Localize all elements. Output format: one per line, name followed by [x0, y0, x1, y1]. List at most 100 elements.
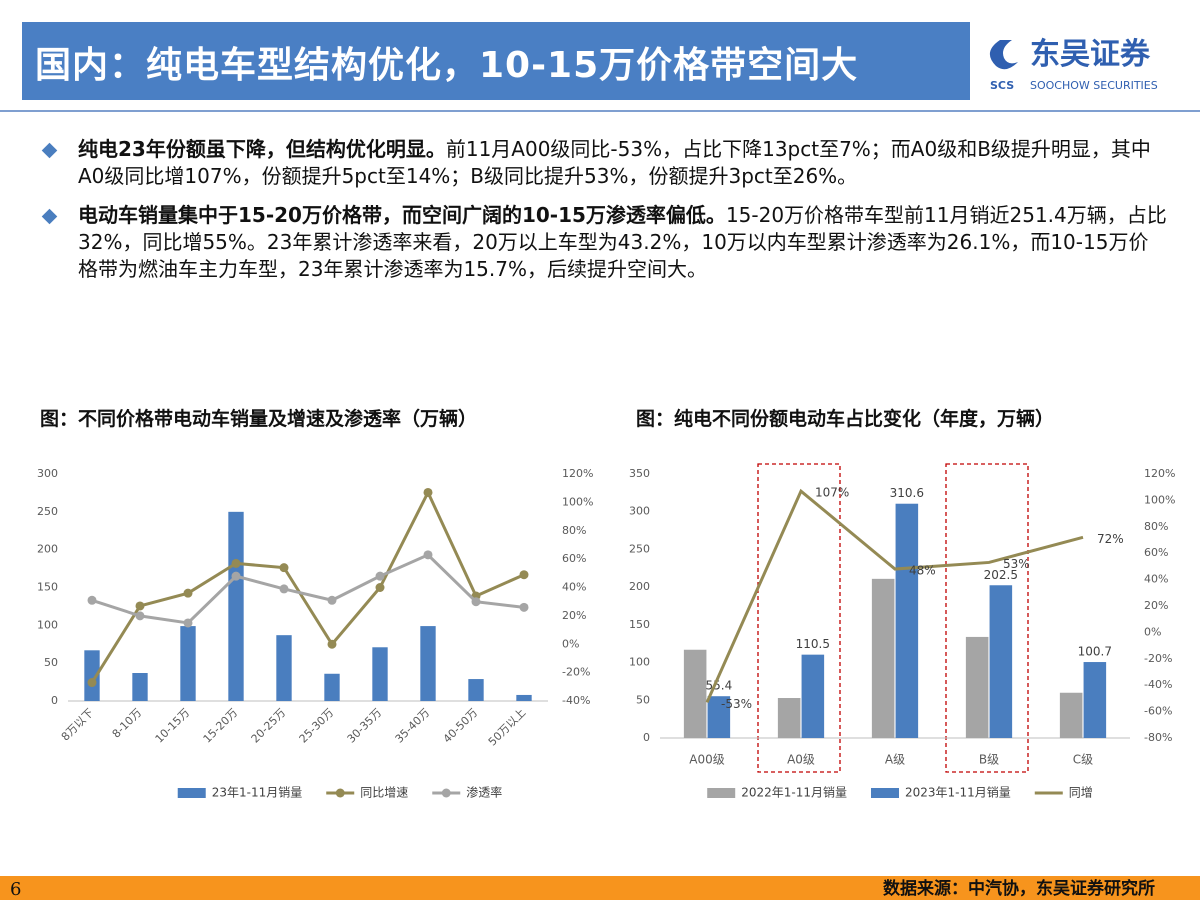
bullet-lead: 纯电23年份额虽下降，但结构优化明显。 [78, 137, 446, 161]
line-marker [183, 588, 193, 598]
y-tick-label: -40% [1144, 678, 1172, 691]
y-tick-label: -20% [562, 666, 590, 679]
bar [989, 585, 1013, 738]
data-label: 100.7 [1078, 645, 1112, 659]
bullet-lead: 电动车销量集中于15-20万价格带，而空间广阔的10-15万渗透率偏低。 [78, 203, 726, 227]
x-tick-label: 10-15万 [153, 706, 193, 746]
line-marker [423, 550, 433, 560]
y-tick-label: 100% [1144, 493, 1175, 506]
line-marker [375, 571, 385, 581]
bar [84, 650, 100, 701]
x-tick-label: A00级 [689, 753, 724, 767]
bar [276, 635, 292, 701]
bar [1059, 692, 1083, 738]
y-tick-label: 20% [1144, 599, 1168, 612]
line-marker [519, 602, 529, 612]
y-tick-label: 100 [629, 656, 650, 669]
bullet: 电动车销量集中于15-20万价格带，而空间广阔的10-15万渗透率偏低。15-2… [78, 202, 1168, 283]
line-marker [231, 558, 241, 568]
y-tick-label: 150 [629, 618, 650, 631]
data-label: 107% [815, 486, 849, 500]
line-marker [87, 678, 97, 688]
line-marker [135, 601, 145, 611]
y-tick-label: 200 [629, 580, 650, 593]
x-tick-label: 8万以下 [59, 706, 96, 743]
data-label: 55.4 [705, 679, 732, 693]
page-number: 6 [10, 879, 21, 900]
data-label: 110.5 [796, 637, 830, 651]
line-marker [231, 571, 241, 581]
data-label: 53% [1003, 557, 1030, 571]
y-tick-label: 20% [562, 609, 586, 622]
bar [468, 679, 484, 701]
bar [228, 511, 244, 701]
legend-label: 2023年1-11月销量 [905, 786, 1011, 800]
legend-label: 2022年1-11月销量 [741, 786, 847, 800]
y-tick-label: 100 [37, 618, 58, 631]
bar [1083, 662, 1107, 738]
y-tick-label: 40% [562, 581, 586, 594]
bar [965, 636, 989, 738]
data-label: 48% [909, 564, 936, 578]
y-tick-label: 150 [37, 581, 58, 594]
bar [420, 626, 436, 701]
x-tick-label: B级 [979, 753, 999, 767]
bar [777, 698, 801, 738]
x-tick-label: 15-20万 [201, 706, 241, 746]
highlight-box [945, 463, 1029, 773]
logo-icon [989, 40, 1018, 70]
chart-title: 图：不同价格带电动车销量及增速及渗透率（万辆） [40, 407, 477, 430]
legend-label: 同增 [1069, 786, 1093, 800]
title-band [22, 22, 970, 100]
y-tick-label: 120% [562, 467, 593, 480]
line-marker [327, 595, 337, 605]
bar [801, 654, 825, 738]
bullet-text: 15-20万价格带车型前11月销近251.4万辆，占比32%，同比增55%。23… [78, 203, 1167, 281]
logo-mark: SCS [990, 79, 1014, 92]
x-tick-label: C级 [1073, 753, 1093, 767]
legend-swatch [870, 788, 899, 798]
bar [324, 673, 340, 701]
line [705, 488, 1084, 703]
line [90, 489, 525, 684]
line-marker [375, 583, 385, 592]
line-marker [519, 570, 529, 580]
y-tick-label: 300 [629, 505, 650, 518]
bar [871, 578, 895, 738]
y-tick-label: -20% [1144, 652, 1172, 665]
footer-band [0, 876, 1200, 900]
data-label: 310.6 [890, 486, 924, 500]
x-tick-label: 40-50万 [441, 706, 481, 746]
legend-marker [441, 788, 451, 798]
legend-label: 同比增速 [360, 786, 408, 800]
logo-cn: 东吴证券 [1030, 37, 1151, 72]
line-marker [87, 595, 97, 605]
logo-en: SOOCHOW SECURITIES [1030, 79, 1158, 92]
x-tick-label: A级 [885, 753, 905, 767]
line-marker [279, 584, 289, 594]
line-marker [279, 563, 289, 573]
bar [132, 673, 148, 701]
line-marker [183, 618, 193, 628]
y-tick-label: 40% [1144, 573, 1168, 586]
legend-label: 渗透率 [466, 785, 502, 800]
y-tick-label: 80% [1144, 520, 1168, 533]
bar [683, 649, 707, 738]
y-tick-label: 50 [44, 656, 58, 669]
bullet-text: 前11月A00级同比-53%，占比下降13pct至7%；而A0级和B级提升明显，… [78, 137, 1151, 188]
y-tick-label: -60% [1144, 705, 1172, 718]
source: 数据来源：中汽协，东吴证券研究所 [883, 878, 1155, 899]
data-label: 72% [1097, 532, 1124, 546]
line-marker [327, 639, 337, 649]
x-tick-label: 35-40万 [393, 706, 433, 746]
legend-marker [335, 788, 345, 798]
data-label: 202.5 [984, 568, 1018, 582]
x-tick-label: 30-35万 [345, 706, 385, 746]
bar [895, 503, 919, 738]
y-tick-label: 0 [51, 694, 58, 707]
y-tick-label: 300 [37, 467, 58, 480]
x-tick-label: A0级 [787, 753, 815, 767]
bar [180, 626, 196, 701]
